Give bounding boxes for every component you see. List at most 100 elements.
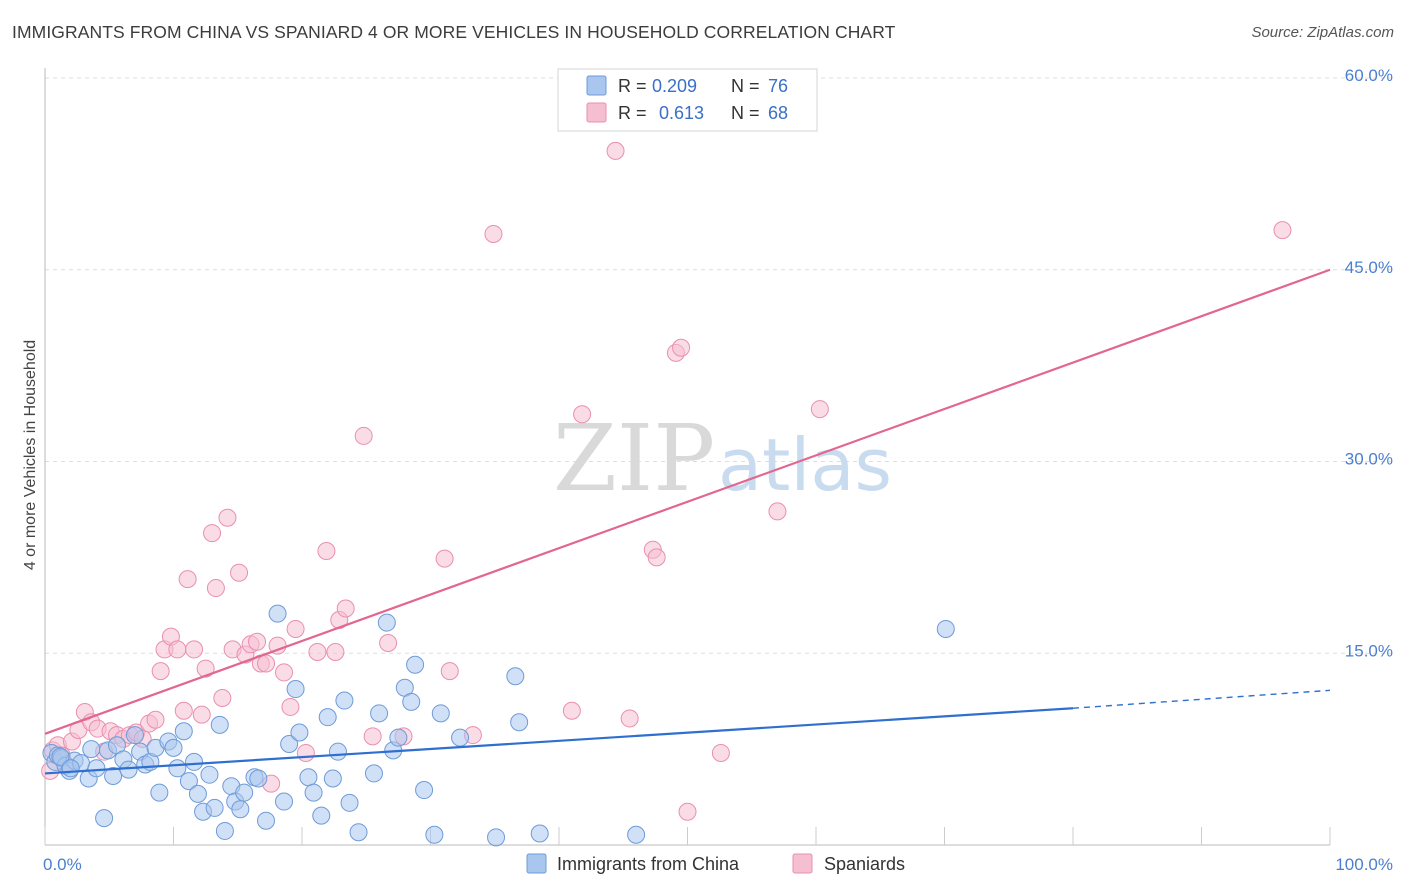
spaniard-point [620,709,639,728]
china-point [286,680,305,699]
legend-swatch-china [586,75,607,96]
legend-n-value-china: 76 [768,76,788,96]
china-point [185,752,204,771]
y-tick-label: 30.0% [1345,450,1393,469]
china-point [200,765,219,784]
spaniard-point [286,619,305,638]
spaniard-point [363,727,382,746]
y-axis-label: 4 or more Vehicles in Household [22,340,39,570]
spaniard-point [168,640,187,659]
china-point [104,766,123,785]
legend-r-value-china: 0.209 [652,76,697,96]
china-point [82,740,101,759]
watermark: ZIP atlas [553,405,892,512]
spaniard-point [308,642,327,661]
axis-layer [44,68,1331,846]
bottom-legend-label-spaniards: Spaniards [824,854,905,874]
china-point [370,704,389,723]
legend-r-label-spaniards: R = [618,103,647,123]
china-point [95,809,114,828]
china-point [235,783,254,802]
spaniard-point [146,710,165,729]
spaniard-point [151,662,170,681]
china-point [425,825,444,844]
china-point [510,713,529,732]
china-point [318,708,337,727]
china-point [290,723,309,742]
china-trend-line [44,707,1074,775]
spaniard-point [647,548,666,567]
china-point [936,619,955,638]
spaniard-point [213,688,232,707]
china-point [431,704,450,723]
grid-layer [45,77,1392,654]
spaniard-trend-line [44,268,1331,735]
legend-n-label-spaniards: N = [731,103,760,123]
spaniard-point [296,743,315,762]
china-point [299,768,318,787]
china-point [415,781,434,800]
spaniard-point [281,697,300,716]
spaniard-point [196,659,215,678]
china-point [627,825,646,844]
china-point [125,726,144,745]
china-point [340,793,359,812]
x-tick-label: 100.0% [1335,855,1393,874]
china-point [205,798,224,817]
spaniard-point [326,642,345,661]
spaniard-point [257,654,276,673]
spaniard-point [185,640,204,659]
spaniard-point [810,400,829,419]
spaniard-point [178,570,197,589]
ticks-layer: 15.0% 30.0% 45.0% 60.0% 0.0% 100.0% [43,66,1393,874]
china-point [487,828,506,847]
china-point [335,691,354,710]
y-tick-label: 60.0% [1345,66,1393,85]
spaniard-point [768,502,787,521]
china-point [164,738,183,757]
china-point [304,783,323,802]
bottom-legend: Immigrants from China Spaniards [526,853,905,874]
legend-box: R = 0.209 N = 76 R = 0.613 N = 68 [557,68,818,132]
legend-n-label-china: N = [731,76,760,96]
china-point [402,692,421,711]
china-point [231,800,250,819]
trend-layer [44,268,1331,775]
spaniard-point [230,563,249,582]
china-point [389,728,408,747]
source-credit: Source: ZipAtlas.com [1251,24,1394,41]
china-point [257,811,276,830]
china-point [506,667,525,686]
y-tick-label: 15.0% [1345,641,1393,660]
china-trend-extension [1072,689,1331,709]
china-point [349,823,368,842]
china-point [377,613,396,632]
spaniard-point [379,634,398,653]
spaniard-point [192,705,211,724]
china-point [268,604,287,623]
china-point [530,824,549,843]
china-point [249,769,268,788]
spaniard-point [440,662,459,681]
spaniard-point [1273,221,1292,240]
china-point [280,735,299,754]
spaniard-point [336,599,355,618]
spaniard-point [484,224,503,243]
spaniard-point [354,426,373,445]
china-point [323,769,342,788]
china-point [328,742,347,761]
spaniard-point [711,743,730,762]
legend-n-value-spaniards: 68 [768,103,788,123]
spaniard-point [678,802,697,821]
spaniard-point [174,701,193,720]
spaniard-point [573,405,592,424]
china-point [174,722,193,741]
china-point [364,764,383,783]
spaniard-point [248,632,267,651]
bottom-legend-swatch-spaniards [792,853,813,874]
spaniard-point [206,579,225,598]
y-tick-label: 45.0% [1345,258,1393,277]
china-point [451,728,470,747]
spaniard-point [317,541,336,560]
spaniard-point [606,141,625,160]
